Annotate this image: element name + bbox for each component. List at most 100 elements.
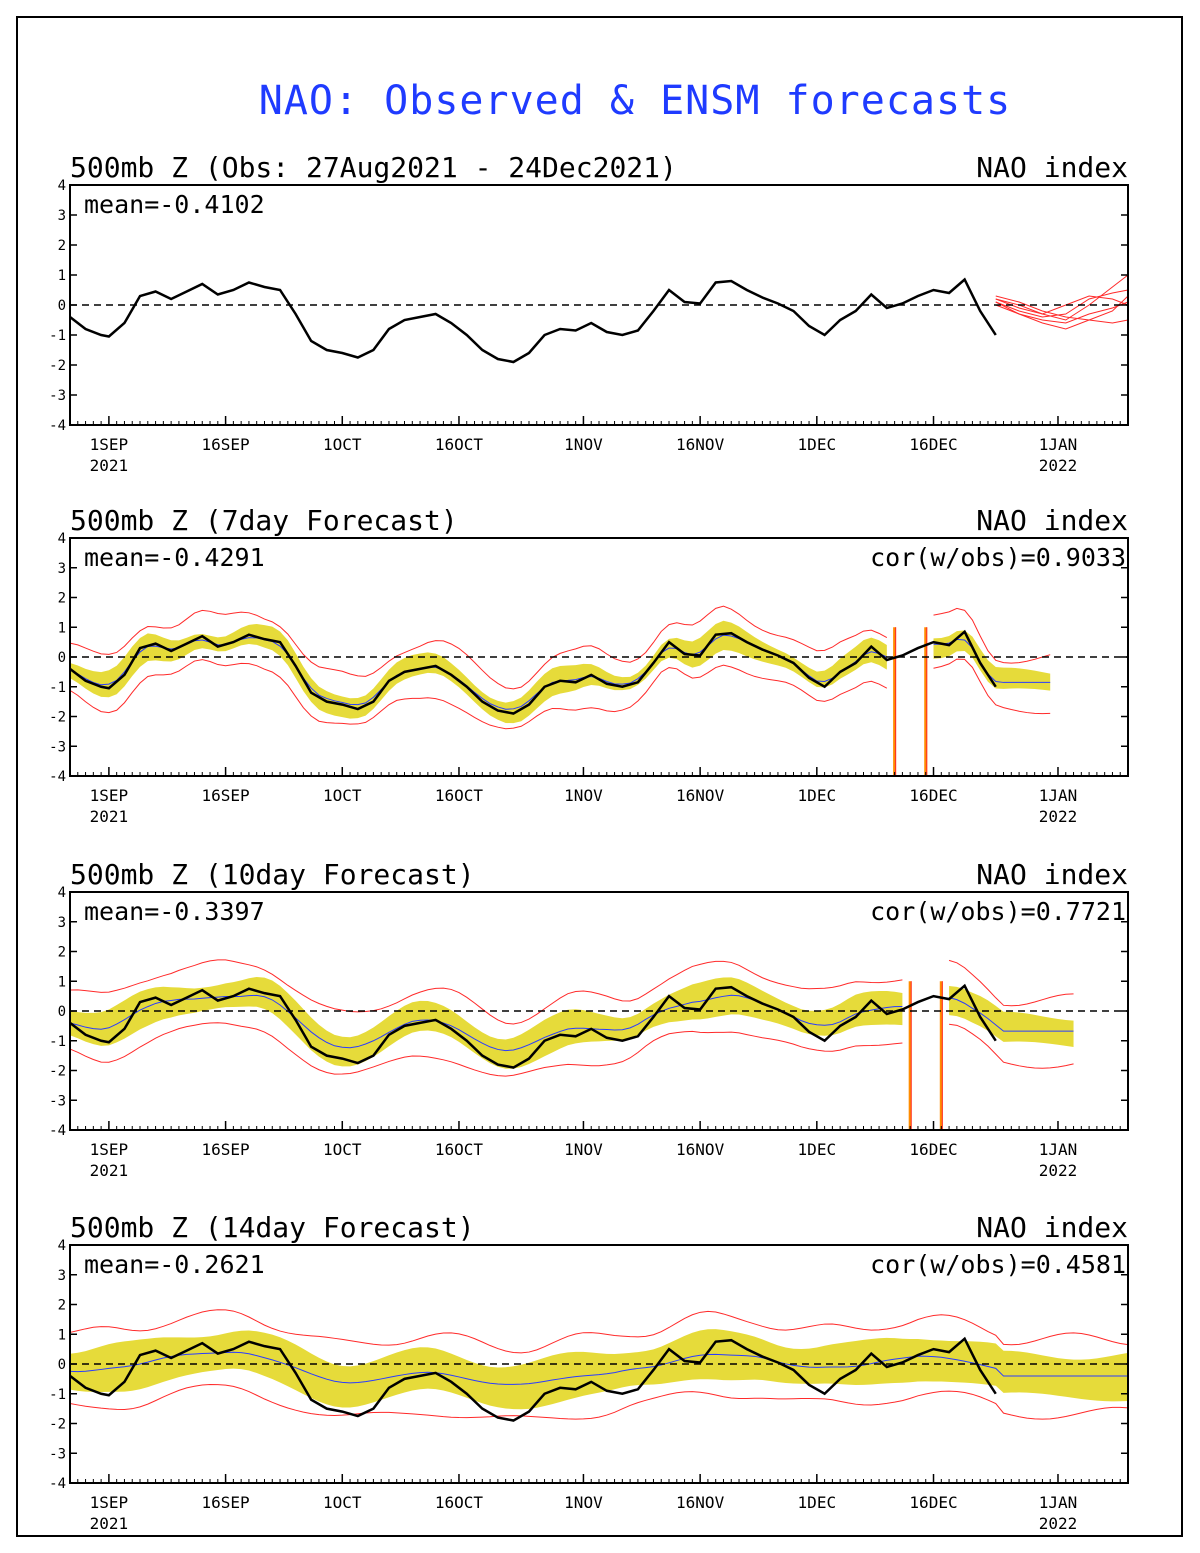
x-tick-label: 16NOV <box>676 1140 725 1159</box>
chart-panel-1: 4 3 2 1 0 -1 -2 -3 -4 1SEP 2021 16SEP 1OCT 16OCT 1NOV 1… <box>49 504 1129 826</box>
panel-index-label: NAO index <box>976 151 1128 184</box>
x-tick-year-label: 2022 <box>1039 807 1078 826</box>
y-tick-label: -2 <box>49 1064 66 1080</box>
panel-title: 500mb Z (Obs: 27Aug2021 - 24Dec2021) <box>70 151 677 184</box>
mean-annotation: mean=-0.3397 <box>84 897 265 926</box>
chart-panel-2: 4 3 2 1 0 -1 -2 -3 -4 1SEP 2021 16SEP 1OCT 16OCT 1NOV 1… <box>49 858 1129 1180</box>
member-envelope-upper <box>69 1309 1129 1354</box>
panel-index-label: NAO index <box>976 858 1128 891</box>
y-tick-label: -4 <box>49 769 66 785</box>
chart-panel-0: 4 3 2 1 0 -1 -2 -3 -4 1SEP 2021 16SEP 1OCT 16OCT 1NOV 1… <box>49 151 1129 475</box>
panel-title: 500mb Z (10day Forecast) <box>70 858 475 891</box>
ensemble-mean-line <box>948 997 1074 1032</box>
y-tick-label: 4 <box>58 178 66 194</box>
panel-index-label: NAO index <box>976 504 1128 537</box>
correlation-annotation: cor(w/obs)=0.7721 <box>870 897 1126 926</box>
forecast-member-line <box>995 295 1129 315</box>
x-tick-label: 1SEP <box>90 786 129 805</box>
x-tick-label: 1OCT <box>323 435 362 454</box>
member-envelope-upper <box>933 607 1051 664</box>
y-tick-label: -3 <box>49 1093 66 1109</box>
spread-band <box>933 630 1051 691</box>
x-tick-label: 1OCT <box>323 1493 362 1512</box>
figure-title: NAO: Observed & ENSM forecasts <box>258 78 1012 124</box>
member-envelope-upper <box>69 605 888 690</box>
y-tick-label: 2 <box>58 591 66 607</box>
x-tick-label: 16NOV <box>676 435 725 454</box>
ensemble-mean-line <box>69 1351 1128 1385</box>
y-tick-label: -2 <box>49 358 66 374</box>
y-tick-label: 1 <box>58 1327 66 1343</box>
y-tick-label: 4 <box>58 885 66 901</box>
y-tick-label: 4 <box>58 531 66 547</box>
member-envelope-lower <box>69 1383 1129 1420</box>
x-tick-label: 16OCT <box>435 435 484 454</box>
y-tick-label: -4 <box>49 418 66 434</box>
x-tick-label: 1OCT <box>323 1140 362 1159</box>
x-tick-label: 1SEP <box>90 1493 129 1512</box>
x-tick-label: 1JAN <box>1039 435 1078 454</box>
y-tick-label: 1 <box>58 620 66 636</box>
correlation-annotation: cor(w/obs)=0.4581 <box>870 1250 1126 1279</box>
forecast-member-line <box>995 274 1129 321</box>
y-tick-label: -3 <box>49 1446 66 1462</box>
y-tick-label: 3 <box>58 208 66 224</box>
y-tick-label: -1 <box>49 328 66 344</box>
x-tick-label: 16OCT <box>435 786 484 805</box>
y-tick-label: 2 <box>58 945 66 961</box>
figure-frame <box>16 16 1183 1537</box>
y-tick-label: 3 <box>58 915 66 931</box>
member-envelope-upper <box>69 959 903 1025</box>
x-tick-label: 16DEC <box>909 1140 957 1159</box>
y-tick-label: 2 <box>58 1298 66 1314</box>
y-tick-label: -3 <box>49 388 66 404</box>
y-tick-label: 3 <box>58 561 66 577</box>
x-tick-label: 1JAN <box>1039 1140 1078 1159</box>
y-tick-label: 2 <box>58 238 66 254</box>
x-tick-label: 16SEP <box>202 786 250 805</box>
member-envelope-lower <box>69 1022 903 1077</box>
mean-annotation: mean=-0.4102 <box>84 190 265 219</box>
x-tick-year-label: 2022 <box>1039 1514 1078 1533</box>
x-tick-label: 1NOV <box>564 786 603 805</box>
x-tick-label: 1DEC <box>798 1493 837 1512</box>
y-tick-label: -4 <box>49 1476 66 1492</box>
y-tick-label: -2 <box>49 1417 66 1433</box>
x-tick-label: 16DEC <box>909 435 957 454</box>
x-tick-label: 1DEC <box>798 1140 837 1159</box>
x-tick-label: 16NOV <box>676 786 725 805</box>
x-tick-year-label: 2021 <box>90 456 129 475</box>
chart-panel-3: 4 3 2 1 0 -1 -2 -3 -4 1SEP 2021 16SEP 1OCT 16OCT 1NOV 1… <box>49 1211 1129 1533</box>
spread-band <box>70 976 903 1069</box>
forecast-member-line <box>995 295 1129 330</box>
x-tick-label: 1DEC <box>798 435 837 454</box>
x-tick-label: 1JAN <box>1039 786 1078 805</box>
member-envelope-lower <box>949 1023 1074 1069</box>
observed-nao-line <box>69 629 997 715</box>
spread-band <box>70 620 887 724</box>
observed-nao-line <box>69 277 997 364</box>
x-tick-label: 16DEC <box>909 1493 957 1512</box>
x-tick-label: 1JAN <box>1039 1493 1078 1512</box>
y-tick-label: 1 <box>58 268 66 284</box>
panel-title: 500mb Z (14day Forecast) <box>70 1211 475 1244</box>
forecast-member-line <box>995 289 1129 318</box>
spread-band <box>70 1329 1128 1410</box>
x-tick-label: 16NOV <box>676 1493 725 1512</box>
x-tick-label: 16SEP <box>202 435 250 454</box>
mean-annotation: mean=-0.4291 <box>84 543 265 572</box>
x-tick-label: 16SEP <box>202 1140 250 1159</box>
x-tick-label: 1NOV <box>564 1140 603 1159</box>
x-tick-year-label: 2022 <box>1039 456 1078 475</box>
y-tick-label: 0 <box>58 298 66 314</box>
x-tick-label: 16OCT <box>435 1140 484 1159</box>
y-tick-label: 3 <box>58 1268 66 1284</box>
observed-nao-line <box>69 1336 997 1422</box>
y-tick-label: 1 <box>58 974 66 990</box>
y-tick-label: -1 <box>49 1387 66 1403</box>
panel-title: 500mb Z (7day Forecast) <box>70 504 458 537</box>
member-envelope-lower <box>933 658 1051 715</box>
x-tick-year-label: 2022 <box>1039 1161 1078 1180</box>
y-tick-label: 4 <box>58 1238 66 1254</box>
